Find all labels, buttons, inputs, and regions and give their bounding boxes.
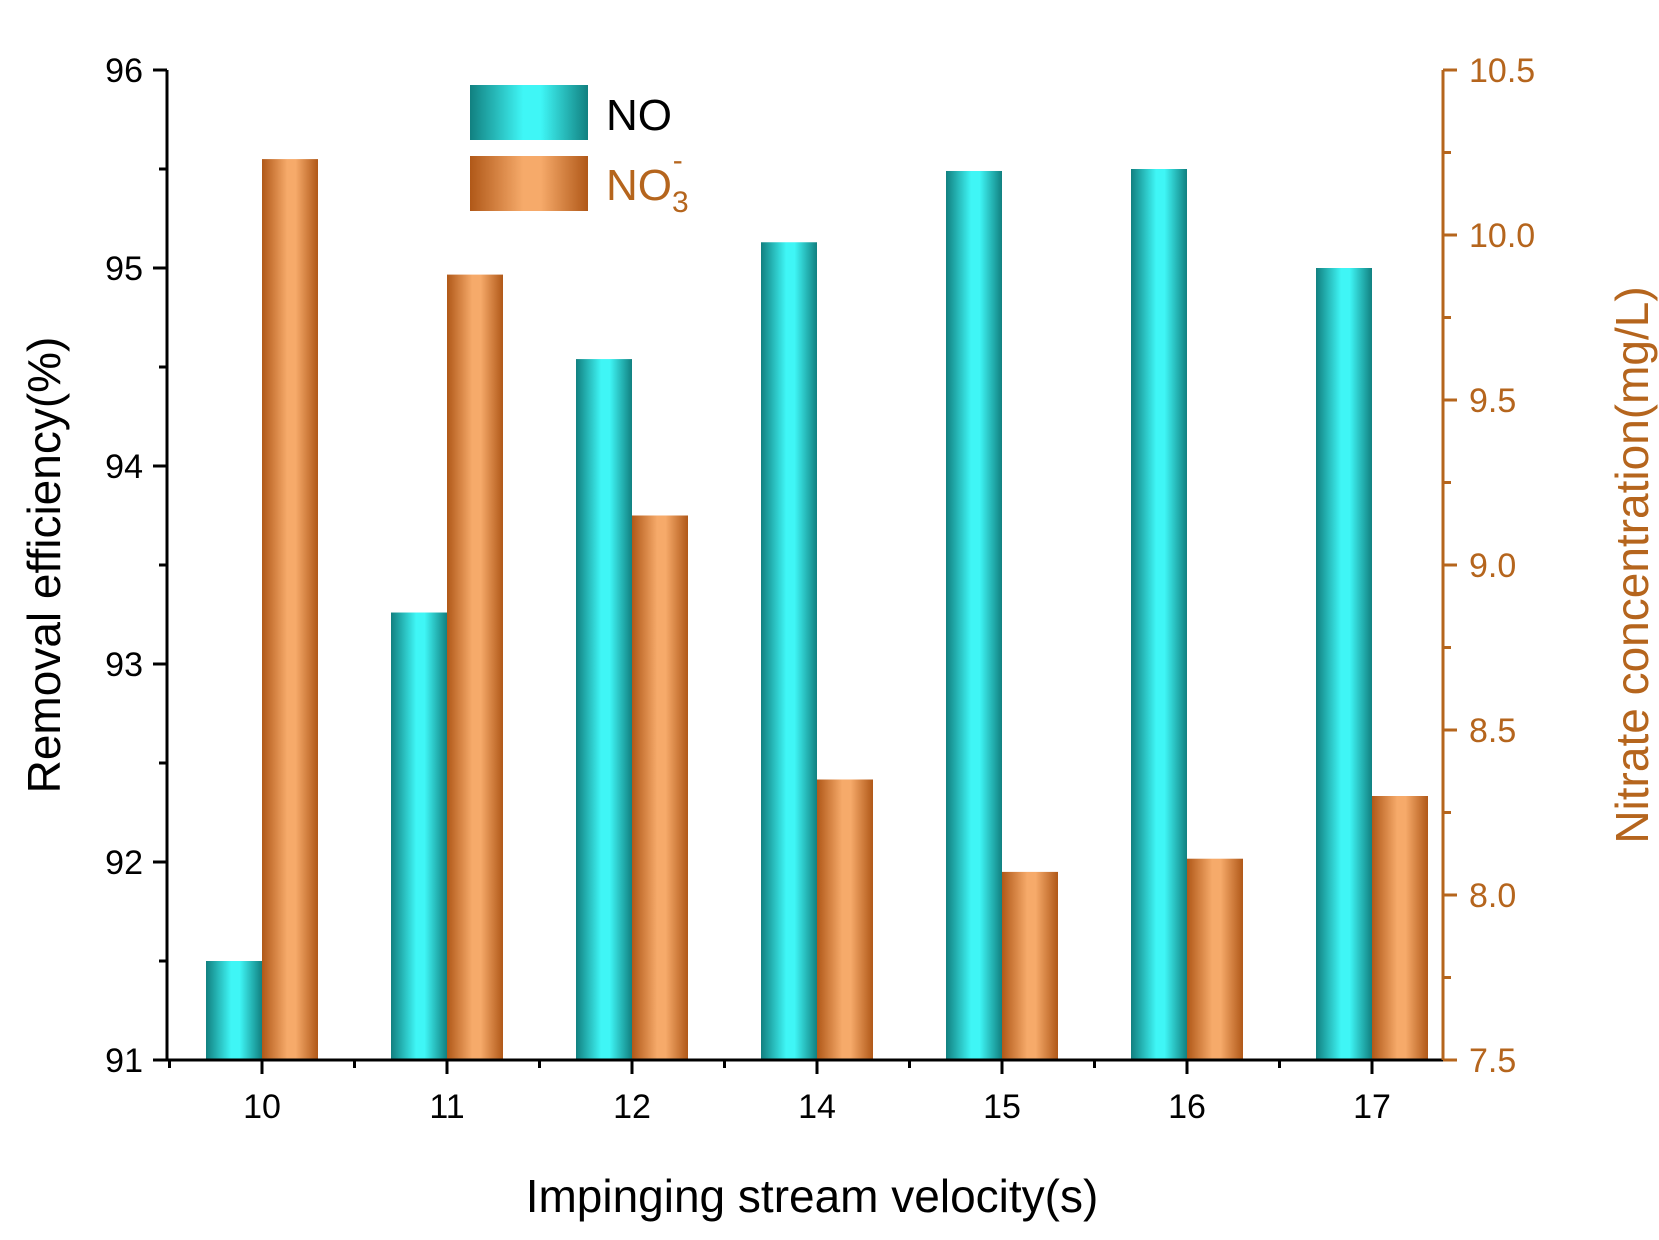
bar-no3-17	[1372, 796, 1428, 1060]
x-tick-label-15: 15	[983, 1088, 1021, 1126]
bar-no-10	[206, 961, 262, 1060]
y2-tick-label-7.5: 7.5	[1469, 1042, 1516, 1080]
legend-label-no3-sub: 3	[672, 186, 689, 219]
x-tick-label-11: 11	[429, 1088, 464, 1126]
bar-no-14	[761, 242, 817, 1060]
legend-label-no3-sup: -	[673, 144, 683, 177]
y2-tick-label-10.5: 10.5	[1469, 52, 1535, 90]
x-tick-label-14: 14	[798, 1088, 836, 1126]
y-axis-title: Removal efficiency(%)	[18, 337, 70, 794]
x-tick-label-12: 12	[613, 1088, 651, 1126]
y-tick-label-94: 94	[105, 448, 143, 486]
legend-label-no: NO	[606, 91, 672, 140]
y2-tick-label-10.0: 10.0	[1469, 217, 1535, 255]
bar-no3-11	[447, 274, 503, 1061]
y2-axis-title: Nitrate concentration(mg/L)	[1606, 286, 1658, 843]
y2-tick-label-9.0: 9.0	[1469, 547, 1516, 585]
y-tick-label-92: 92	[105, 844, 143, 882]
bar-no-15	[946, 170, 1002, 1061]
legend-label-no3: NO3 -	[606, 144, 689, 219]
bar-no-17	[1316, 268, 1372, 1060]
bar-no3-15	[1002, 871, 1058, 1060]
bar-no-16	[1131, 169, 1187, 1060]
bar-no3-12	[632, 515, 688, 1060]
y2-tick-label-9.5: 9.5	[1469, 382, 1516, 420]
y-tick-label-91: 91	[105, 1042, 143, 1080]
legend-swatch-no	[470, 85, 588, 140]
x-axis-title: Impinging stream velocity(s)	[526, 1170, 1099, 1222]
y2-tick-label-8.5: 8.5	[1469, 712, 1516, 750]
legend-swatch-no3	[470, 156, 588, 211]
bar-no-12	[576, 359, 632, 1061]
bar-no3-16	[1187, 858, 1243, 1060]
y2-tick-label-8.0: 8.0	[1469, 877, 1516, 915]
y-tick-label-93: 93	[105, 646, 143, 684]
x-tick-label-10: 10	[243, 1088, 281, 1126]
legend: NO NO3-	[470, 85, 689, 219]
bar-no-11	[391, 612, 447, 1060]
y-tick-label-95: 95	[105, 250, 143, 288]
bar-no3-14	[817, 779, 873, 1060]
y-tick-label-96: 96	[105, 52, 143, 90]
axes-group: 91 92 93 94 95 96 7.5 8.0 8.5 9.0 9.5 10.0 10.5 10 11 1…	[105, 52, 1535, 1126]
x-tick-label-16: 16	[1168, 1088, 1206, 1126]
bar-no3-10	[262, 159, 318, 1061]
bars-group	[206, 159, 1428, 1061]
x-tick-label-17: 17	[1353, 1088, 1391, 1126]
legend-label-no3-base: NO	[606, 161, 672, 210]
